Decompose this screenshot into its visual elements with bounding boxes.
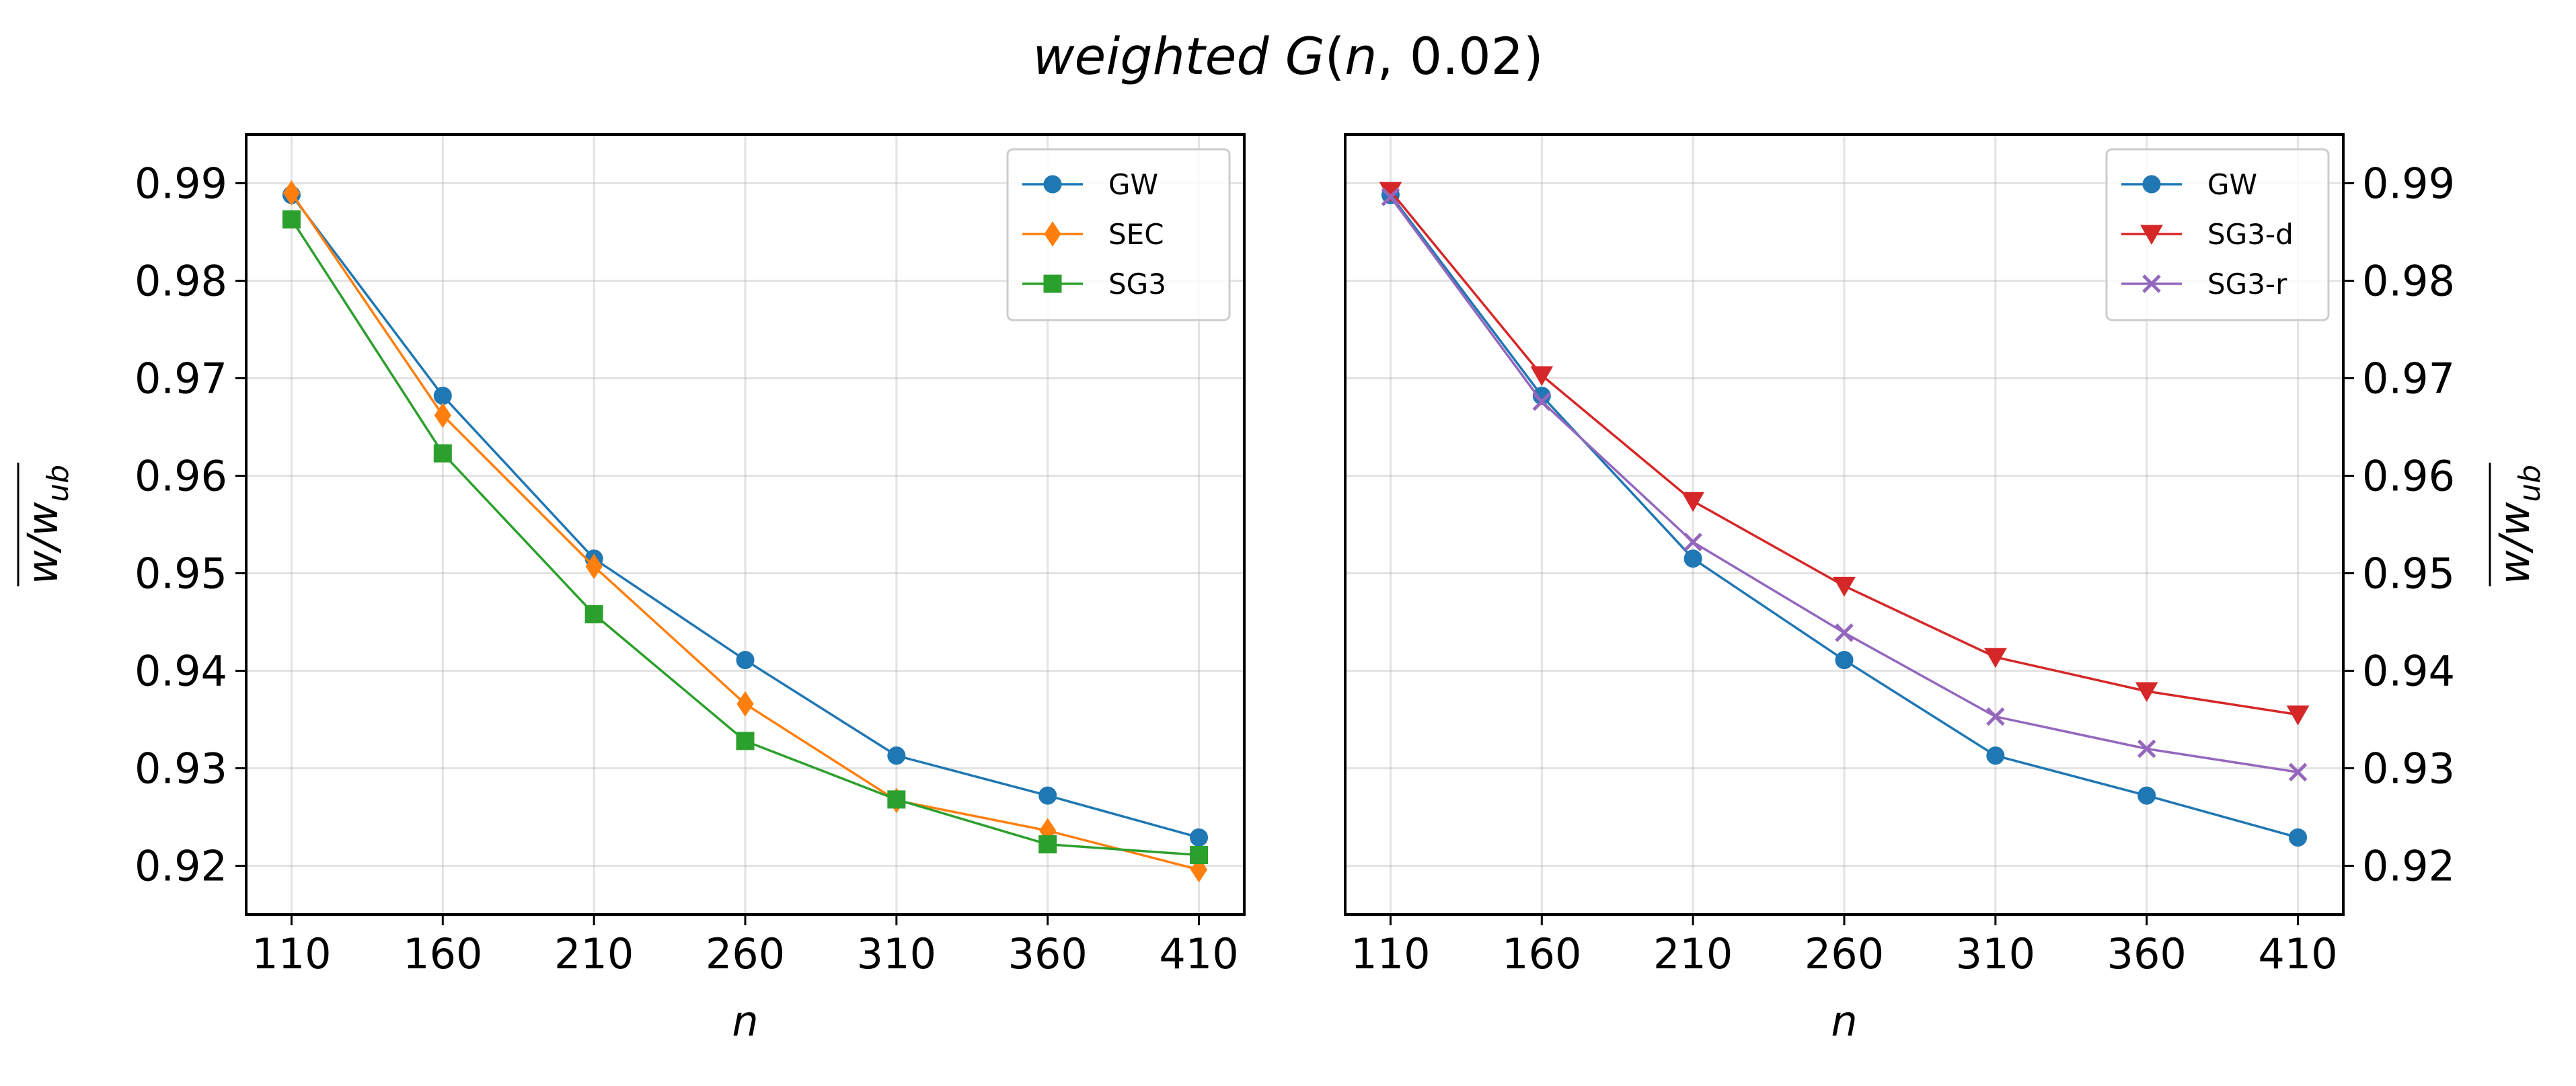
data-point-sec [434, 402, 451, 428]
data-point-gw [736, 651, 755, 670]
data-point-gw [1190, 828, 1209, 847]
data-point-gw [1038, 786, 1057, 805]
legend-label-sg3-r: SG3-r [2207, 268, 2287, 301]
right-panel: 110 160 210 260 310 360 410 0.92 0.93 0.94 0.95 0.9… [1344, 133, 2547, 1046]
data-point-sg3-r [1532, 392, 1552, 412]
data-point-gw [1532, 387, 1551, 405]
data-point-gw [2289, 828, 2308, 847]
y-tick-label: 0.92 [2362, 842, 2455, 891]
legend-marker-gw [2142, 175, 2161, 194]
data-point-sg3-d [2135, 682, 2158, 702]
data-point-sg3-r [1986, 707, 2005, 726]
data-point-sg3-d [1833, 576, 1856, 597]
data-point-gw [1683, 549, 1702, 568]
data-point-sec [282, 180, 301, 206]
data-point-gw [2137, 786, 2156, 805]
y-tick-label: 0.99 [2362, 159, 2455, 208]
legend: GW SEC SG3 [1006, 148, 1231, 321]
y-tick-label: 0.95 [2362, 549, 2455, 598]
x-tick-label: 410 [2258, 929, 2337, 978]
data-point-sg3 [1190, 846, 1209, 865]
legend-marker-sg3-d [2140, 225, 2163, 245]
y-tick-label: 0.99 [135, 159, 227, 208]
svg-text:w/wub: w/wub [18, 465, 75, 584]
data-point-sec [736, 691, 754, 717]
y-tick-label: 0.98 [135, 257, 227, 306]
data-point-gw [1835, 651, 1854, 670]
left-panel: 110 160 210 260 310 360 410 0.92 0.93 0.94 0.95 0.9… [17, 133, 1246, 1046]
data-point-sg3-r [2137, 739, 2156, 759]
data-point-sg3-r [2288, 763, 2308, 782]
data-point-gw [887, 746, 906, 765]
legend-box [2105, 148, 2330, 321]
legend-marker-sec [1044, 221, 1061, 247]
y-tick-label: 0.93 [2362, 744, 2455, 793]
data-point-sg3-d [1983, 648, 2007, 668]
x-axis-label: n [1831, 997, 1857, 1046]
x-tick-label: 310 [857, 929, 936, 978]
data-point-sg3 [887, 790, 906, 809]
x-tick-label: 110 [252, 929, 331, 978]
x-tick-label: 360 [2107, 929, 2187, 978]
x-tick-label: 310 [1956, 929, 2035, 978]
y-tick-label: 0.96 [135, 452, 227, 501]
legend-marker-sg3 [1043, 274, 1062, 293]
y-axis-label: w/wub [17, 463, 75, 586]
legend-label-gw: GW [2207, 168, 2257, 201]
legend-marker-sg3-r [2142, 274, 2161, 293]
data-point-gw [1986, 746, 2005, 765]
x-tick-label: 160 [1502, 929, 1581, 978]
y-tick-label: 0.94 [135, 647, 227, 696]
x-tick-label: 260 [706, 929, 785, 978]
data-point-sg3 [736, 732, 755, 750]
data-point-sg3-d [1530, 366, 1554, 387]
y-tick-label: 0.94 [2362, 647, 2455, 696]
y-tick-label: 0.98 [2362, 257, 2455, 306]
legend-label-sec: SEC [1108, 218, 1164, 251]
x-tick-label: 260 [1805, 929, 1884, 978]
legend-marker-gw [1043, 175, 1062, 194]
x-tick-label: 160 [403, 929, 482, 978]
x-tick-label: 360 [1008, 929, 1088, 978]
x-tick-label: 110 [1351, 929, 1430, 978]
x-tick-label: 410 [1159, 929, 1238, 978]
y-tick-label: 0.95 [135, 549, 227, 598]
data-point-sg3 [584, 605, 603, 623]
data-point-sg3 [433, 444, 452, 463]
x-tick-label: 210 [1653, 929, 1733, 978]
legend-label-sg3-d: SG3-d [2207, 218, 2294, 251]
x-axis-label: n [732, 997, 758, 1046]
data-point-sg3-r [1683, 533, 1702, 551]
data-point-sg3-d [1681, 492, 1705, 512]
data-point-sg3-d [2286, 705, 2310, 726]
data-point-gw [433, 387, 452, 405]
legend-label-sg3: SG3 [1108, 268, 1166, 301]
data-point-sg3 [1038, 835, 1057, 854]
data-point-sg3 [282, 210, 301, 229]
y-tick-label: 0.96 [2362, 452, 2455, 501]
y-tick-label: 0.97 [135, 354, 227, 403]
legend: GW SG3-d SG3-r [2105, 148, 2330, 321]
legend-box [1006, 148, 1231, 321]
legend-label-gw: GW [1108, 168, 1158, 201]
data-point-sec [585, 553, 603, 580]
y-tick-label: 0.93 [135, 744, 227, 793]
figure-title: weighted G(n, 0.02) [1032, 26, 1543, 86]
x-tick-label: 210 [554, 929, 634, 978]
y-tick-label: 0.97 [2362, 354, 2455, 403]
data-point-sg3-r [1381, 188, 1400, 206]
svg-text:w/wub: w/wub [2490, 465, 2547, 584]
y-axis-label: w/wub [2489, 463, 2547, 586]
data-point-sg3-r [1835, 623, 1854, 642]
y-tick-label: 0.92 [135, 842, 227, 891]
